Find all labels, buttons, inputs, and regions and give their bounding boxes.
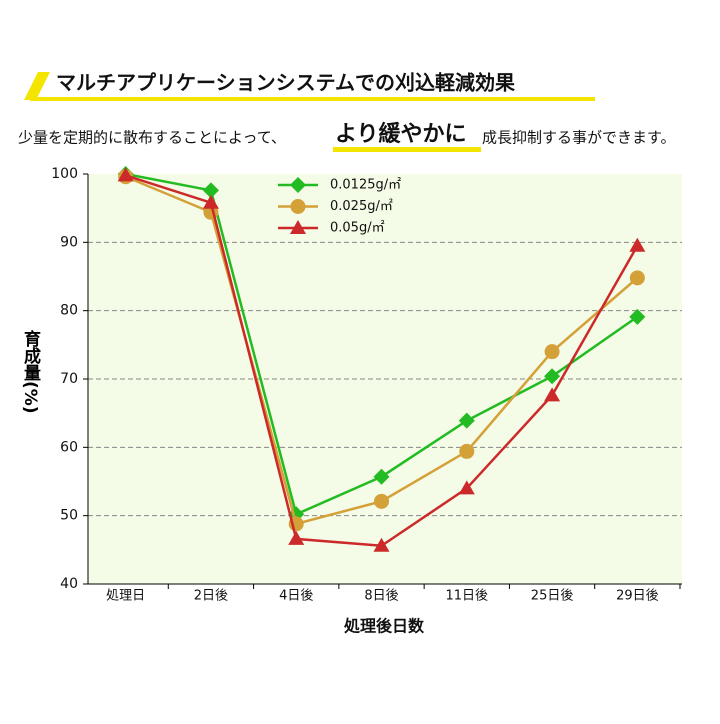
x-tick-label: 処理日	[106, 589, 145, 604]
y-tick-label: 80	[60, 303, 78, 319]
x-tick-label: 8日後	[364, 589, 398, 604]
y-tick-label: 70	[60, 371, 78, 387]
x-tick-label: 29日後	[616, 589, 659, 604]
marker	[544, 368, 561, 385]
marker	[290, 177, 306, 193]
legend-label: 0.025g/㎡	[330, 199, 393, 214]
y-tick-label: 100	[51, 166, 78, 182]
marker	[290, 220, 306, 234]
marker	[202, 194, 219, 209]
x-tick-label: 11日後	[446, 589, 489, 604]
y-tick-label: 40	[60, 576, 78, 592]
subtitle: 成長抑制する事ができます。	[482, 129, 676, 147]
y-tick-label: 50	[60, 508, 78, 524]
x-tick-label: 4日後	[279, 589, 313, 604]
marker	[290, 199, 306, 214]
marker	[458, 412, 475, 429]
marker	[288, 530, 305, 545]
title-accent	[24, 72, 50, 100]
legend-label: 0.0125g/㎡	[330, 178, 401, 193]
marker	[629, 270, 645, 286]
marker	[373, 537, 390, 552]
marker	[544, 387, 561, 402]
subtitle-emphasis: より緩やかに	[335, 121, 467, 147]
marker	[629, 237, 646, 252]
marker	[117, 167, 134, 182]
y-tick-label: 60	[60, 439, 78, 455]
marker	[458, 480, 475, 495]
x-tick-label: 25日後	[531, 589, 574, 604]
y-tick-label: 90	[60, 234, 78, 250]
x-tick-label: 2日後	[194, 589, 228, 604]
y-axis-label: 育成量(%)	[20, 330, 40, 414]
legend-label: 0.05g/㎡	[330, 221, 385, 236]
marker	[629, 308, 646, 325]
chart-title: マルチアプリケーションシステムでの刈込軽減効果	[56, 71, 515, 95]
marker	[374, 493, 389, 509]
title-underline	[30, 97, 595, 101]
subtitle: 少量を定期的に散布することによって、	[18, 129, 286, 147]
marker	[459, 443, 475, 459]
x-axis-label: 処理後日数	[344, 617, 425, 636]
marker	[202, 182, 219, 199]
marker	[544, 344, 560, 360]
marker	[373, 468, 390, 485]
emphasis-underline	[333, 147, 481, 152]
